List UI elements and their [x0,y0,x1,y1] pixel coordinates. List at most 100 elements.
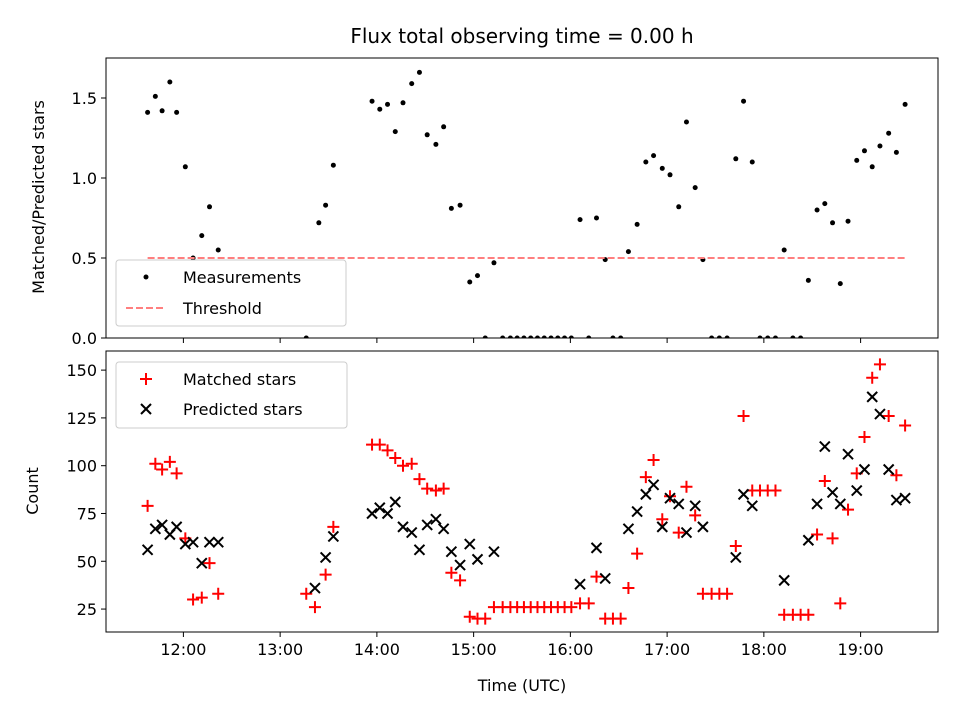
predicted-star-point [389,496,401,508]
predicted-star-point [397,521,409,533]
bottom-x-tick-label: 16:00 [547,640,593,659]
matched-star-point [590,570,603,583]
measurement-point [618,335,624,338]
matched-star-point [622,582,635,595]
predicted-star-point [746,500,758,512]
measurement-point [886,130,892,136]
measurement-point [433,141,439,147]
predicted-star-point [874,408,886,420]
measurement-point [303,335,309,338]
predicted-star-point [697,521,709,533]
matched-star-point [866,371,879,384]
measurement-point [457,202,463,208]
bottom-data-marks [141,358,912,625]
matched-star-point [454,574,467,587]
measurement-point [683,119,689,125]
measurement-point [316,220,322,226]
matched-star-point [389,452,402,465]
measurement-point [830,220,836,226]
measurement-point [400,100,406,106]
matched-star-point [680,480,693,493]
measurement-point [199,233,205,239]
predicted-star-point [454,559,466,571]
measurement-point [651,153,657,159]
matched-star-point [463,610,476,623]
measurement-point [145,109,151,115]
measurement-point [854,157,860,163]
predicted-star-point [899,492,911,504]
matched-star-point [405,457,418,470]
measurement-point [659,165,665,171]
measurement-point [159,108,165,114]
matched-star-point [818,474,831,487]
measurement-point [167,79,173,85]
predicted-star-point [737,488,750,501]
matched-star-point [149,457,162,470]
matched-star-point [163,455,176,468]
top-axis-ticks: 0.0 0.5 1.0 1.5 [72,89,862,348]
measurement-point [528,335,534,338]
matched-star-point [858,431,871,444]
x-axis-label: Time (UTC) [477,676,566,695]
legend-measurements-marker [143,274,149,280]
bottom-x-tick-label: 18:00 [741,640,787,659]
matched-star-point [689,509,702,522]
measurement-point [861,148,867,154]
measurement-point [182,164,188,170]
measurement-point [491,260,497,266]
measurement-point [548,335,554,338]
bottom-y-axis-label: Count [23,467,42,515]
matched-star-point [721,587,734,600]
measurement-point [643,159,649,165]
matched-star-point [842,503,855,516]
top-y-axis-label: Matched/Predicted stars [29,100,48,294]
top-y-tick-label: 1.0 [72,169,97,188]
predicted-star-point [187,536,199,548]
predicted-star-point [590,542,603,554]
predicted-star-point [413,544,426,556]
bottom-y-tick-label: 50 [77,552,97,571]
predicted-star-point [203,536,216,548]
matched-star-point [479,612,492,625]
measurement-point [174,109,180,115]
matched-star-point [413,473,426,486]
measurement-point [757,335,763,338]
measurement-point [385,101,391,107]
predicted-star-point [421,519,433,531]
measurement-point [798,335,804,338]
measurement-point [772,335,778,338]
legend-measurements-label: Measurements [183,268,301,287]
predicted-star-point [471,553,484,566]
measurement-point [814,207,820,213]
measurement-point [409,81,415,87]
matched-star-point [672,526,685,539]
measurement-point [500,335,506,338]
predicted-star-point [170,521,183,533]
bottom-x-tick-label: 19:00 [838,640,884,659]
predicted-star-point [851,484,863,497]
predicted-star-point [327,530,340,543]
matched-star-point [899,419,912,432]
matched-star-point [582,597,595,610]
matched-star-point [397,459,410,472]
matched-star-point [319,568,332,581]
predicted-star-point [622,523,635,535]
legend-matched-marker [140,373,152,385]
predicted-star-point [842,448,854,460]
measurement-point [207,204,213,210]
measurement-point [741,98,747,104]
matched-star-point [639,471,652,484]
top-y-tick-label: 1.5 [72,89,97,108]
measurement-point [215,247,221,253]
measurement-point [541,335,547,338]
measurement-point [534,335,540,338]
measurement-point [474,273,480,279]
measurement-point [716,335,722,338]
measurement-point [692,185,698,191]
predicted-star-point [488,546,500,558]
ratio-panel: Flux total observing time = 0.00 h Match… [29,24,939,348]
bottom-legend: Matched stars Predicted stars [115,361,348,429]
measurement-point [634,221,640,227]
measurement-point [441,124,447,130]
